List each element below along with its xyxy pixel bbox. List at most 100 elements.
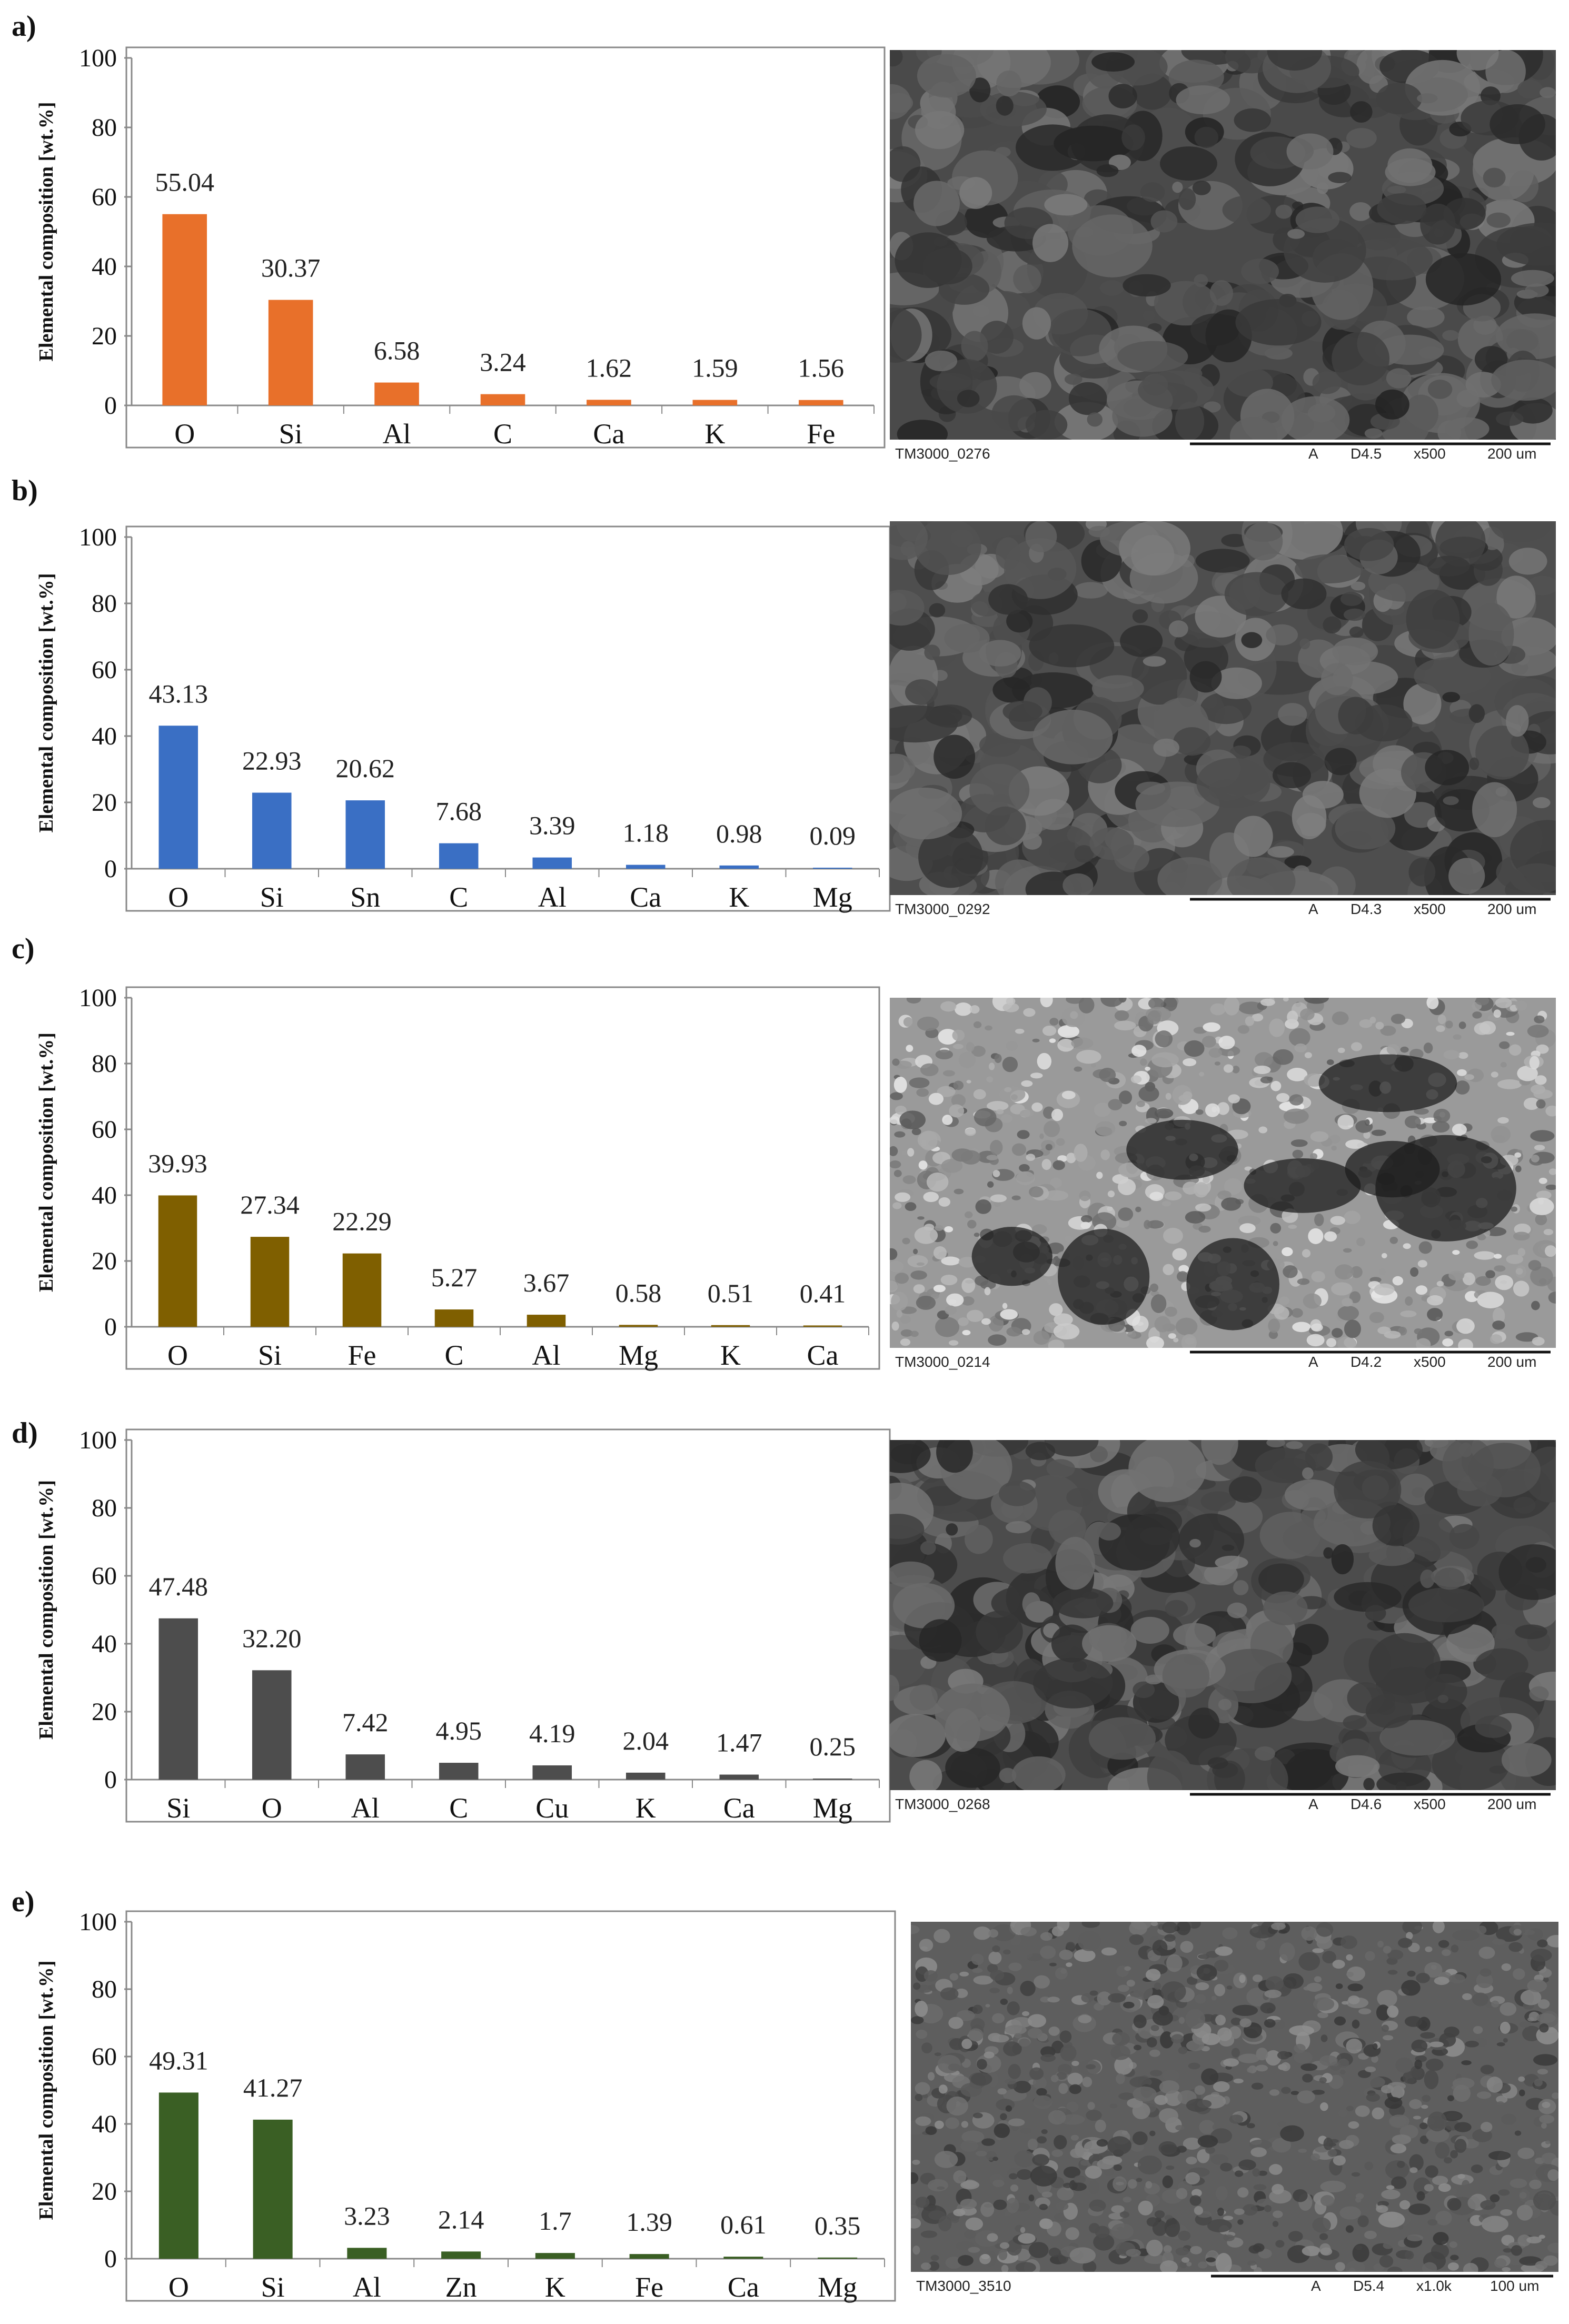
data-label: 4.95 (436, 1716, 482, 1745)
x-tick-label: Ca (593, 418, 624, 450)
x-tick-label: Sn (350, 881, 380, 913)
data-label: 3.67 (523, 1268, 570, 1297)
bar-si (252, 792, 292, 869)
x-tick-label: Si (258, 1339, 282, 1371)
y-tick-label: 80 (92, 590, 117, 618)
sem-micrograph: TM3000_0292 A D4.3 x500 200 um (890, 521, 1556, 917)
bar-al (374, 382, 419, 405)
bar-k (535, 2253, 575, 2259)
bar-o (158, 1195, 197, 1327)
sem-mode: A (1308, 445, 1318, 462)
bar-cu (532, 1765, 572, 1780)
x-tick-label: Fe (635, 2271, 663, 2303)
y-tick-label: 100 (79, 44, 117, 72)
x-tick-label: K (635, 1792, 656, 1824)
sem-magnification: x1.0k (1416, 2278, 1452, 2294)
data-label: 41.27 (243, 2073, 303, 2102)
bar-k (625, 1772, 666, 1780)
y-tick-label: 0 (104, 855, 117, 883)
y-tick-label: 40 (92, 1181, 117, 1209)
data-label: 1.62 (586, 353, 632, 382)
particle-texture (890, 998, 1556, 1348)
y-tick-label: 0 (104, 1313, 117, 1341)
bar-mg (812, 1779, 852, 1780)
x-tick-label: K (720, 1339, 741, 1371)
data-label: 0.41 (800, 1278, 846, 1308)
y-tick-label: 60 (92, 183, 117, 211)
x-tick-label: Al (538, 881, 567, 913)
particle-texture (911, 1922, 1558, 2272)
bar-ca (587, 400, 631, 405)
sem-image-id: TM3000_0276 (895, 445, 990, 462)
y-axis-label: Elemental composition [wt.%] (35, 573, 57, 833)
panel-2: c) 0 20 40 60 80 100 Elemental composition [wt.… (12, 932, 1556, 1371)
sem-micrograph: TM3000_0214 A D4.2 x500 200 um (890, 998, 1556, 1370)
x-tick-label: C (449, 881, 468, 913)
y-tick-label: 40 (92, 2110, 117, 2138)
y-tick-label: 80 (92, 1494, 117, 1522)
data-label: 0.25 (810, 1732, 856, 1761)
data-label: 43.13 (149, 679, 208, 708)
x-tick-label: Ca (728, 2271, 759, 2303)
chart-frame (125, 986, 880, 1370)
data-label: 22.29 (332, 1207, 392, 1236)
particle-texture (890, 1440, 1556, 1790)
bar-o (158, 2092, 198, 2259)
panel-0: a) 0 20 40 60 80 100 Elemental composition [wt.… (12, 10, 1556, 462)
y-tick-label: 60 (92, 1116, 117, 1144)
data-label: 1.39 (626, 2207, 672, 2237)
bar-al (532, 857, 572, 869)
y-tick-label: 40 (92, 722, 117, 750)
data-label: 0.58 (615, 1278, 662, 1307)
y-tick-label: 0 (104, 392, 117, 420)
bar-o (162, 214, 207, 405)
data-label: 22.93 (242, 746, 302, 776)
x-tick-label: Ca (630, 881, 661, 913)
bar-si (158, 1618, 198, 1780)
sem-image-id: TM3000_0292 (895, 901, 990, 917)
data-label: 20.62 (336, 753, 395, 783)
data-label: 5.27 (431, 1263, 478, 1292)
y-tick-label: 20 (92, 789, 117, 817)
x-tick-label: Cu (535, 1792, 569, 1824)
y-tick-label: 60 (92, 656, 117, 684)
y-tick-label: 0 (104, 1766, 117, 1794)
sem-magnification: x500 (1414, 1796, 1446, 1812)
data-label: 3.24 (480, 347, 526, 377)
sem-working-distance: D5.4 (1353, 2278, 1384, 2294)
sem-magnification: x500 (1414, 445, 1446, 462)
panel-label: d) (12, 1417, 38, 1449)
chart-frame (125, 525, 891, 912)
y-tick-label: 60 (92, 2043, 117, 2071)
data-label: 0.61 (720, 2210, 767, 2239)
sem-image-id: TM3000_3510 (916, 2278, 1011, 2294)
panel-1: b) 0 20 40 60 80 100 Elemental composition [wt.… (12, 474, 1556, 917)
panel-label: c) (12, 932, 35, 965)
y-axis-label: Elemental composition [wt.%] (35, 1961, 57, 2220)
x-tick-label: Al (353, 2271, 381, 2303)
x-tick-label: O (168, 881, 188, 913)
y-tick-label: 80 (92, 1050, 117, 1078)
bar-o (158, 726, 198, 869)
data-label: 47.48 (149, 1572, 208, 1601)
data-label: 0.98 (716, 819, 762, 848)
bar-c (439, 1763, 479, 1780)
sem-working-distance: D4.5 (1350, 445, 1382, 462)
y-tick-label: 100 (79, 523, 117, 551)
data-label: 3.23 (344, 2201, 390, 2230)
sem-micrograph: TM3000_0276 A D4.5 x500 200 um (890, 50, 1556, 462)
sem-micrograph: TM3000_0268 A D4.6 x500 200 um (890, 1440, 1556, 1812)
sem-micrograph: TM3000_3510 A D5.4 x1.0k 100 um (911, 1922, 1558, 2294)
sem-image-id: TM3000_0214 (895, 1354, 990, 1370)
bar-c (434, 1309, 474, 1327)
bar-c (480, 394, 525, 405)
x-tick-label: K (545, 2271, 565, 2303)
bar-zn (441, 2251, 481, 2259)
y-tick-label: 20 (92, 1698, 117, 1726)
x-tick-label: Si (279, 418, 303, 450)
x-tick-label: Ca (807, 1339, 839, 1371)
bar-sn (345, 800, 385, 869)
sem-magnification: x500 (1414, 901, 1446, 917)
sem-scale-label: 200 um (1487, 1354, 1536, 1370)
bar-mg (619, 1325, 658, 1327)
